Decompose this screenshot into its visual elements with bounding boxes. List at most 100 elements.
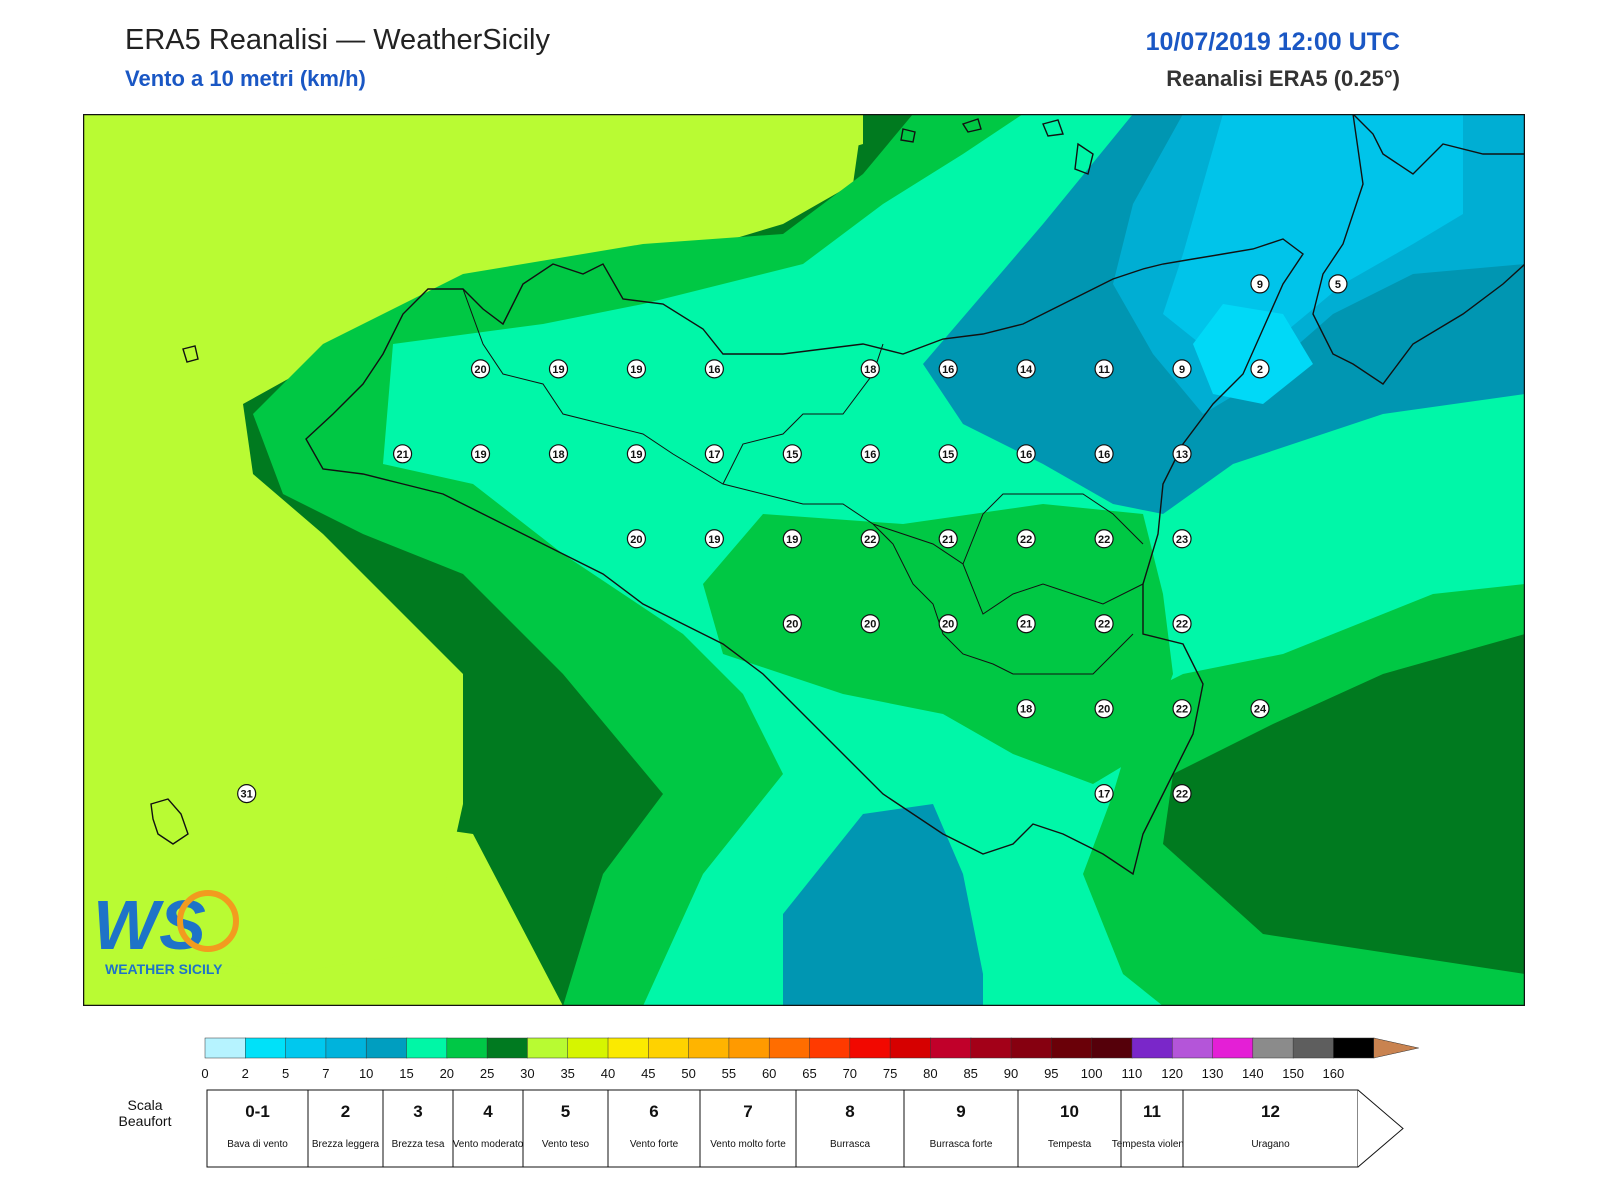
- beaufort-cell-box: [1182, 1089, 1359, 1168]
- station-wind-value: 20: [864, 619, 876, 631]
- beaufort-number: 5: [561, 1102, 570, 1121]
- beaufort-cell-box: [699, 1089, 797, 1168]
- colorbar-swatch: [527, 1037, 569, 1059]
- station-wind-value: 16: [864, 449, 876, 461]
- station-circle: [470, 359, 491, 379]
- station-wind-value: 15: [942, 449, 954, 461]
- station-marker: 20: [860, 614, 880, 634]
- beaufort-cell: 4 Vento moderato: [452, 1089, 524, 1168]
- station-marker: 9: [1250, 274, 1270, 294]
- beaufort-cell: 11 Tempesta violenta: [1112, 1089, 1193, 1168]
- colorbar-tick-label: 35: [560, 1066, 574, 1081]
- station-marker: 16: [704, 359, 724, 379]
- station-circle: [1094, 359, 1114, 379]
- station-wind-value: 19: [630, 449, 642, 461]
- colorbar-tick-label: 7: [322, 1066, 329, 1081]
- beaufort-number: 0-1: [245, 1102, 270, 1121]
- station-circle: [392, 444, 413, 464]
- station-marker: 22: [860, 529, 880, 549]
- colorbar-swatch: [1333, 1037, 1375, 1059]
- beaufort-description: Brezza leggera: [312, 1139, 380, 1150]
- colorbar: [204, 1037, 1419, 1059]
- station-circle: [938, 359, 958, 379]
- station-marker: 16: [938, 359, 958, 379]
- station-circle: [1172, 529, 1192, 549]
- station-marker: 19: [626, 444, 647, 464]
- colorbar-swatch: [204, 1037, 247, 1059]
- beaufort-description: Uragano: [1251, 1139, 1290, 1150]
- beaufort-cell-box: [206, 1089, 309, 1168]
- station-wind-value: 18: [1020, 704, 1032, 716]
- station-marker: 15: [782, 444, 802, 464]
- colorbar-swatch: [930, 1037, 972, 1059]
- station-marker: 18: [860, 359, 880, 379]
- colorbar-swatch: [1131, 1037, 1173, 1059]
- station-circle: [1250, 699, 1270, 719]
- station-circle: [782, 444, 802, 464]
- station-circle: [1016, 444, 1036, 464]
- station-circle: [860, 529, 880, 549]
- station-marker: 22: [1172, 784, 1192, 804]
- station-wind-value: 31: [241, 789, 253, 801]
- station-wind-value: 13: [1176, 449, 1188, 461]
- colorbar-swatch: [970, 1037, 1012, 1059]
- colorbar-tick-label: 110: [1122, 1066, 1143, 1081]
- station-circle: [1094, 614, 1114, 634]
- colorbar-tick-label: 100: [1081, 1066, 1103, 1081]
- beaufort-description: Vento moderato: [453, 1139, 524, 1150]
- colorbar-ticks: 0 2 5 7 10 15 20 25 30 35 40 45 50 55 60 65 70 75 80 85 90 95…: [201, 1066, 1344, 1081]
- wind-band-10-15-south: [783, 804, 983, 1006]
- station-circle: [938, 444, 958, 464]
- station-wind-value: 17: [708, 449, 720, 461]
- station-wind-value: 21: [396, 449, 408, 461]
- station-circle: [1094, 529, 1114, 549]
- beaufort-scale: 0-1 Bava di vento 2 Brezza leggera 3 Brezza t…: [206, 1089, 1404, 1168]
- beaufort-description: Vento forte: [630, 1139, 679, 1150]
- station-marker: 20: [1094, 699, 1114, 719]
- map-subtitle: Vento a 10 metri (km/h): [125, 66, 366, 91]
- beaufort-description: Tempesta violenta: [1112, 1139, 1193, 1150]
- station-wind-value: 11: [1098, 364, 1110, 376]
- station-wind-value: 16: [1020, 449, 1032, 461]
- station-wind-value: 17: [1098, 789, 1110, 801]
- station-circle: [782, 529, 802, 549]
- colorbar-swatch: [768, 1037, 811, 1059]
- station-circle: [626, 444, 647, 464]
- station-marker: 13: [1172, 444, 1192, 464]
- station-wind-value: 22: [1098, 619, 1110, 631]
- beaufort-cell: 3 Brezza tesa: [382, 1089, 454, 1168]
- colorbar-tick-label: 95: [1044, 1066, 1058, 1081]
- colorbar-tick-label: 80: [923, 1066, 937, 1081]
- beaufort-number: 11: [1143, 1102, 1161, 1121]
- ws-logo: WS WEATHER SICILY: [93, 886, 239, 977]
- colorbar-tick-label: 160: [1323, 1066, 1345, 1081]
- station-circle: [1172, 784, 1192, 804]
- station-markers: 20 19 19 16 18 16 14 11 9 2 9 5 21 19 18 19 17 15 16 15 16 16…: [237, 274, 1348, 804]
- station-wind-value: 16: [942, 364, 954, 376]
- island-egadi: [182, 345, 199, 363]
- station-wind-value: 20: [474, 364, 486, 376]
- island-ustica: [900, 128, 916, 143]
- calabria-coast: [1312, 114, 1525, 385]
- station-marker: 21: [1016, 614, 1036, 634]
- colorbar-swatch: [1091, 1037, 1133, 1059]
- station-circle: [1016, 614, 1036, 634]
- beaufort-scale-label-1: Scala: [127, 1097, 162, 1113]
- colorbar-swatch: [486, 1037, 529, 1059]
- beaufort-cell: 8 Burrasca: [795, 1089, 905, 1168]
- station-circle: [1250, 274, 1270, 294]
- legend: 0 2 5 7 10 15 20 25 30 35 40 45 50 55 60 65 70 75 80 85 90 95…: [119, 1037, 1419, 1168]
- station-circle: [548, 444, 569, 464]
- sicily-coast: [305, 238, 1304, 876]
- colorbar-tick-label: 20: [440, 1066, 454, 1081]
- station-wind-value: 16: [1098, 449, 1110, 461]
- beaufort-cell: 7 Vento molto forte: [699, 1089, 797, 1168]
- station-circle: [704, 444, 724, 464]
- beaufort-cell-box: [1120, 1089, 1184, 1168]
- wind-map: 20 19 19 16 18 16 14 11 9 2 9 5 21 19 18 19 17 15 16 15 16 16…: [83, 114, 1525, 1006]
- station-wind-value: 21: [942, 534, 954, 546]
- beaufort-cell: 12 Uragano: [1182, 1089, 1359, 1168]
- station-circle: [1016, 699, 1036, 719]
- station-marker: 15: [938, 444, 958, 464]
- beaufort-cell-box: [1017, 1089, 1122, 1168]
